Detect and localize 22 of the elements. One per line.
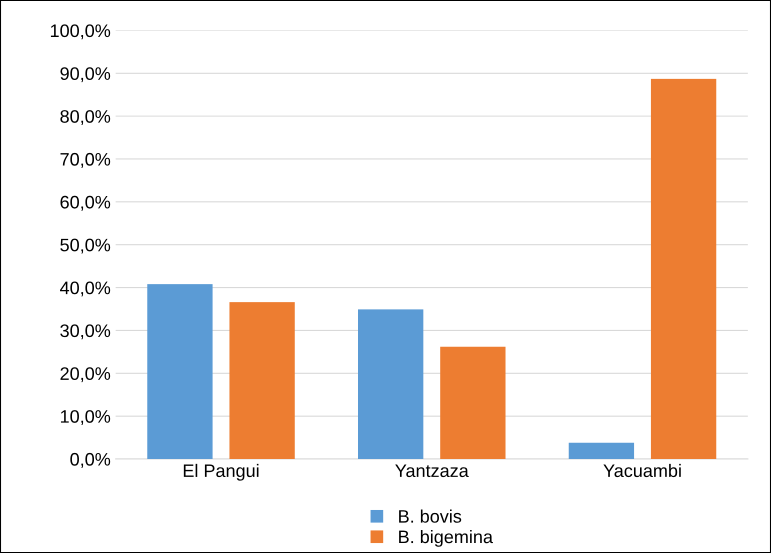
bar: [229, 302, 295, 459]
bar: [358, 309, 424, 459]
y-tick-label: 20,0%: [60, 367, 110, 382]
bar: [568, 442, 634, 459]
bar: [440, 346, 506, 459]
y-tick-label: 50,0%: [60, 238, 110, 254]
y-tick-label: 10,0%: [60, 410, 110, 425]
legend-label: B. bovis: [399, 510, 462, 523]
bar: [147, 284, 213, 459]
y-tick-label: 90,0%: [60, 67, 110, 82]
y-tick-label: 0,0%: [70, 452, 110, 468]
y-tick-label: 60,0%: [60, 196, 110, 211]
bar: [650, 78, 716, 459]
x-tick-label: Yantzaza: [395, 464, 469, 478]
y-tick-label: 100,0%: [50, 24, 110, 40]
x-tick-label: Yacuambi: [603, 464, 681, 478]
y-tick-label: 70,0%: [60, 152, 110, 168]
legend-label: B. bigemina: [399, 530, 493, 547]
y-tick-label: 40,0%: [60, 281, 110, 296]
y-tick-label: 80,0%: [60, 110, 110, 125]
y-tick-label: 30,0%: [60, 324, 110, 340]
x-tick-label: El Pangui: [184, 464, 258, 481]
